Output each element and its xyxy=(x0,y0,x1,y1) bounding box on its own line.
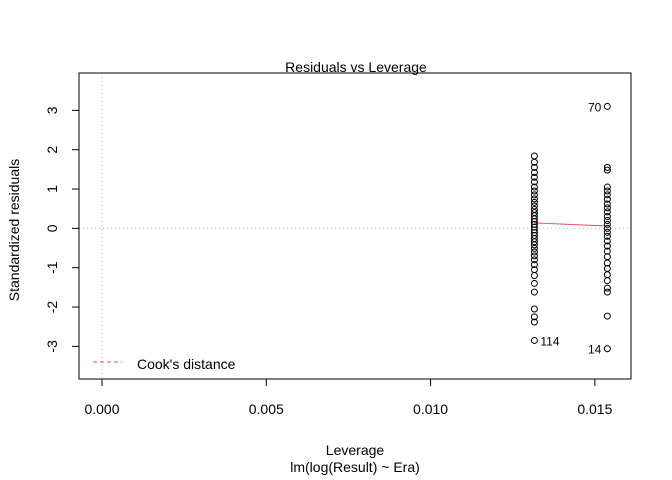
data-point xyxy=(530,198,538,206)
data-point xyxy=(530,187,538,195)
data-point xyxy=(603,345,611,353)
y-tick-label: -1 xyxy=(44,261,60,274)
data-point xyxy=(603,284,611,292)
data-point xyxy=(603,200,611,208)
data-point xyxy=(530,152,538,160)
reference-lines xyxy=(79,73,631,379)
data-point xyxy=(530,305,538,313)
data-point xyxy=(603,237,611,245)
data-point xyxy=(603,232,611,240)
x-tick-label: 0.010 xyxy=(413,401,448,417)
data-point xyxy=(603,102,611,110)
data-point xyxy=(530,241,538,249)
data-point xyxy=(530,178,538,186)
y-tick-label: 1 xyxy=(44,185,60,193)
data-point xyxy=(530,163,538,171)
x-tick-label: 0.015 xyxy=(577,401,612,417)
y-tick-label: 2 xyxy=(44,146,60,154)
y-axis: -3 -2 -1 0 1 2 3 xyxy=(44,106,80,353)
data-point xyxy=(603,195,611,203)
point-label: 114 xyxy=(540,334,559,348)
point-label: 14 xyxy=(588,343,602,357)
data-point xyxy=(603,242,611,250)
legend: Cook's distance xyxy=(93,356,236,372)
data-point xyxy=(603,312,611,320)
data-point xyxy=(530,183,538,191)
data-point xyxy=(530,336,538,344)
data-point xyxy=(603,216,611,224)
y-tick-label: -3 xyxy=(44,340,60,353)
data-point xyxy=(530,248,538,256)
y-tick-label: -2 xyxy=(44,301,60,314)
data-point xyxy=(603,277,611,285)
data-point xyxy=(603,183,611,191)
x-axis-label: Leverage xyxy=(326,442,385,458)
point-label: 70 xyxy=(588,100,602,114)
data-point xyxy=(603,213,611,221)
data-points xyxy=(530,102,611,353)
data-point xyxy=(530,256,538,264)
data-point xyxy=(603,208,611,216)
x-tick-label: 0.005 xyxy=(249,401,284,417)
x-axis: 0.000 0.005 0.010 0.015 xyxy=(84,378,613,417)
data-point xyxy=(603,224,611,232)
x-axis-sublabel: lm(log(Result) ~ Era) xyxy=(290,459,420,475)
data-point xyxy=(603,288,611,296)
smooth-line-group xyxy=(534,222,608,227)
y-axis-label: Standardized residuals xyxy=(6,159,22,301)
data-point xyxy=(530,158,538,166)
data-point xyxy=(530,279,538,287)
data-point xyxy=(603,271,611,279)
data-point xyxy=(530,173,538,181)
y-tick-label: 3 xyxy=(44,106,60,114)
data-point xyxy=(603,163,611,171)
data-point xyxy=(530,288,538,296)
data-point xyxy=(530,169,538,177)
data-point xyxy=(530,244,538,252)
data-point xyxy=(530,238,538,246)
data-point xyxy=(530,202,538,210)
data-point xyxy=(603,187,611,195)
data-point xyxy=(603,220,611,228)
plot-frame xyxy=(78,72,632,380)
data-point xyxy=(530,313,538,321)
x-tick-label: 0.000 xyxy=(84,401,119,417)
data-point xyxy=(603,204,611,212)
smooth-line xyxy=(534,222,608,227)
data-point xyxy=(530,272,538,280)
data-point xyxy=(530,191,538,199)
data-point xyxy=(530,195,538,203)
data-point xyxy=(603,191,611,199)
data-point xyxy=(603,228,611,236)
data-point xyxy=(530,252,538,260)
data-point xyxy=(530,318,538,326)
data-point xyxy=(530,261,538,269)
y-tick-label: 0 xyxy=(44,224,60,232)
point-labels: 70 114 14 xyxy=(540,100,601,356)
data-point xyxy=(603,166,611,174)
chart-title: Residuals vs Leverage xyxy=(285,59,427,75)
legend-label: Cook's distance xyxy=(137,356,236,372)
